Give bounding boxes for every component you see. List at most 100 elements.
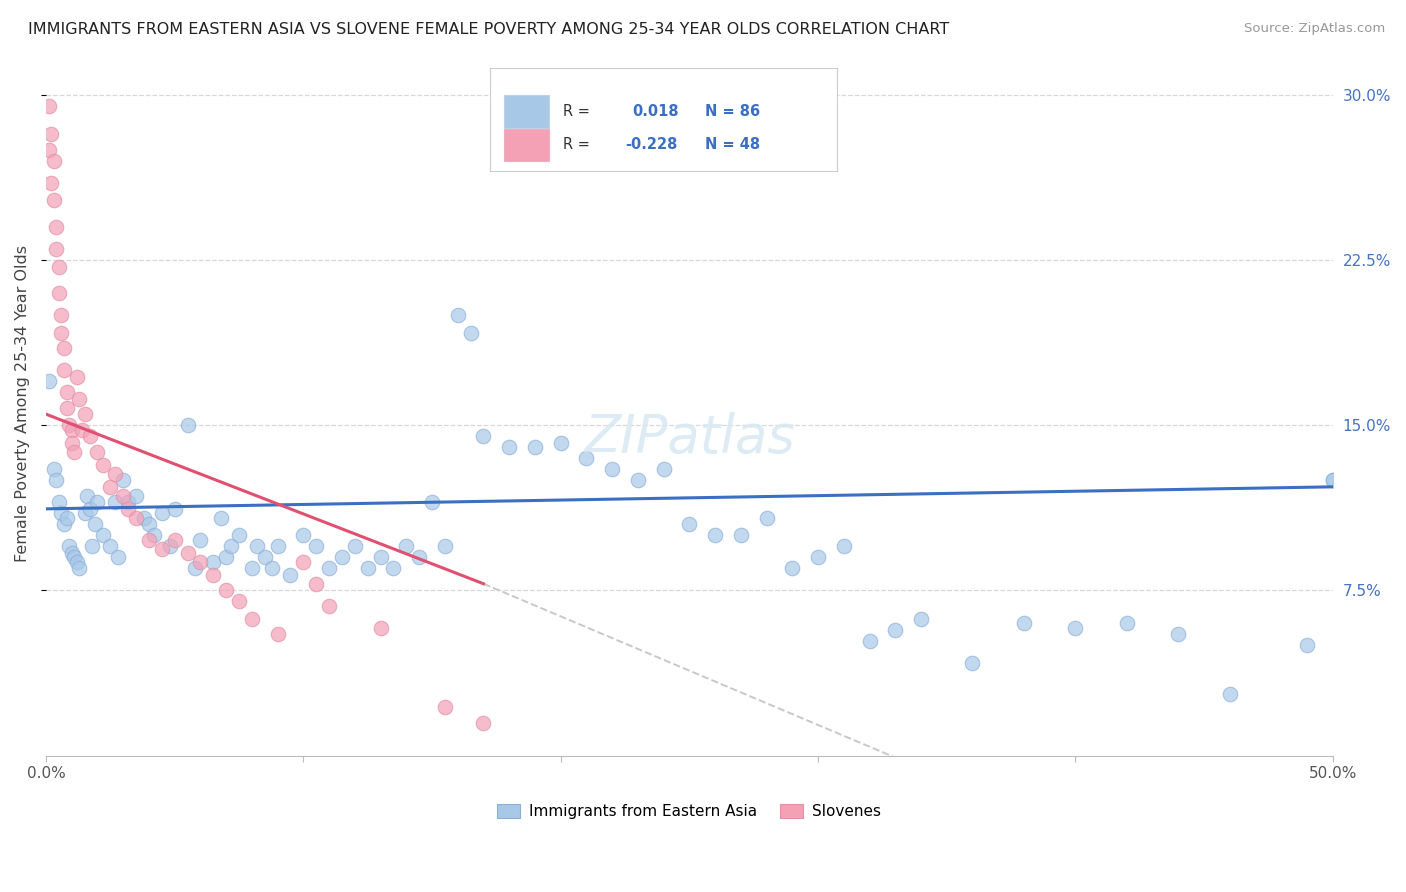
Point	[39, 128, 62, 142]
Point	[86, 444, 108, 458]
Point	[159, 539, 181, 553]
Point	[39, 176, 62, 190]
Point	[73, 506, 96, 520]
Point	[678, 517, 700, 532]
Point	[910, 612, 932, 626]
Point	[132, 510, 155, 524]
Point	[755, 510, 778, 524]
Point	[91, 458, 114, 472]
Point	[150, 541, 173, 556]
Point	[42, 462, 65, 476]
Point	[55, 385, 77, 400]
Point	[343, 539, 366, 553]
Point	[53, 363, 76, 377]
Text: IMMIGRANTS FROM EASTERN ASIA VS SLOVENE FEMALE POVERTY AMONG 25-34 YEAR OLDS COR: IMMIGRANTS FROM EASTERN ASIA VS SLOVENE …	[28, 22, 949, 37]
Point	[163, 533, 186, 547]
Point	[730, 528, 752, 542]
Point	[107, 550, 129, 565]
Point	[67, 392, 90, 406]
Point	[215, 583, 238, 598]
Point	[498, 440, 520, 454]
Point	[70, 423, 93, 437]
Point	[652, 462, 675, 476]
Point	[228, 594, 250, 608]
Point	[627, 473, 650, 487]
Point	[76, 489, 98, 503]
Point	[112, 473, 135, 487]
Point	[63, 550, 86, 565]
Point	[209, 510, 232, 524]
Point	[138, 533, 160, 547]
Point	[66, 369, 89, 384]
Point	[292, 528, 315, 542]
Point	[962, 656, 984, 670]
Point	[58, 418, 80, 433]
Point	[60, 546, 83, 560]
Point	[58, 539, 80, 553]
Point	[330, 550, 353, 565]
Point	[202, 555, 225, 569]
Point	[472, 429, 495, 443]
Point	[163, 501, 186, 516]
Point	[575, 451, 598, 466]
Point	[228, 528, 250, 542]
Point	[45, 242, 67, 256]
Point	[104, 495, 127, 509]
Point	[600, 462, 623, 476]
Point	[219, 539, 242, 553]
Point	[262, 561, 284, 575]
Point	[51, 506, 73, 520]
Point	[91, 528, 114, 542]
Point	[42, 153, 65, 168]
Point	[884, 623, 907, 637]
Point	[408, 550, 430, 565]
Point	[305, 539, 328, 553]
Point	[42, 194, 65, 208]
Point	[48, 260, 70, 274]
Point	[53, 517, 76, 532]
Point	[176, 546, 198, 560]
Point	[53, 341, 76, 355]
Point	[104, 467, 127, 481]
Point	[550, 435, 572, 450]
Point	[1296, 639, 1319, 653]
Point	[1167, 627, 1189, 641]
Point	[143, 528, 166, 542]
Point	[63, 444, 86, 458]
Point	[395, 539, 418, 553]
Point	[98, 480, 121, 494]
Point	[318, 561, 340, 575]
Point	[125, 510, 148, 524]
Point	[190, 533, 212, 547]
Point	[190, 555, 212, 569]
Point	[55, 510, 77, 524]
Point	[45, 473, 67, 487]
Point	[266, 627, 288, 641]
Point	[38, 143, 60, 157]
Text: Source: ZipAtlas.com: Source: ZipAtlas.com	[1244, 22, 1385, 36]
Point	[138, 517, 160, 532]
Point	[704, 528, 727, 542]
Point	[1115, 616, 1137, 631]
Point	[86, 495, 108, 509]
Point	[240, 561, 263, 575]
Point	[83, 517, 105, 532]
Point	[1219, 687, 1241, 701]
Point	[202, 568, 225, 582]
Point	[858, 634, 880, 648]
Point	[433, 700, 456, 714]
Point	[246, 539, 269, 553]
Point	[51, 308, 73, 322]
Point	[420, 495, 443, 509]
Point	[357, 561, 380, 575]
Point	[1399, 634, 1406, 648]
Point	[48, 285, 70, 300]
Point	[98, 539, 121, 553]
Point	[1322, 473, 1344, 487]
Point	[150, 506, 173, 520]
Point	[370, 621, 392, 635]
Point	[280, 568, 302, 582]
Point	[79, 429, 101, 443]
Point	[1064, 621, 1087, 635]
Point	[460, 326, 482, 340]
